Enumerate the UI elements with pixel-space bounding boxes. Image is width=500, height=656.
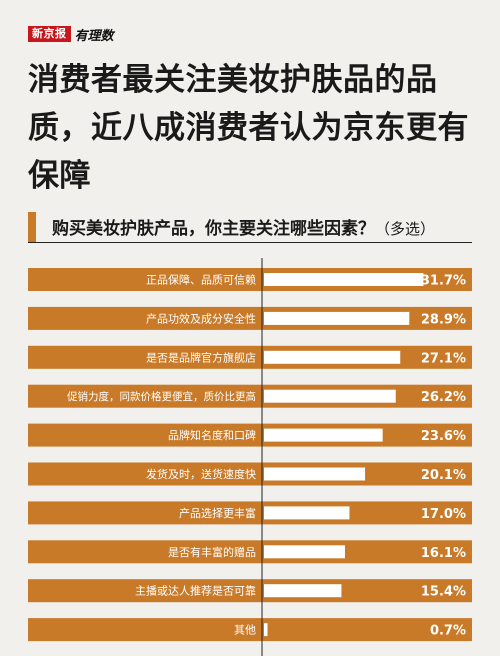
value-bar: [264, 428, 383, 442]
category-label: 其他: [234, 624, 256, 637]
brand-logo: 新京报 有理数: [28, 26, 114, 44]
value-label: 20.1%: [421, 468, 466, 483]
bar-row: 发货及时，送货速度快 20.1%: [28, 462, 472, 486]
bar-band: [28, 501, 472, 525]
chart-question-note: （多选）: [375, 220, 436, 238]
bar-row: 是否有丰富的赠品 16.1%: [28, 540, 472, 564]
brand-name: 新京报: [28, 26, 71, 42]
value-bar: [264, 273, 424, 286]
value-bar: [264, 506, 350, 520]
category-label: 产品功效及成分安全性: [146, 311, 256, 325]
category-label: 产品选择更丰富: [179, 506, 256, 520]
category-label: 是否是品牌官方旗舰店: [146, 350, 256, 364]
bar-row: 其他 0.7%: [28, 618, 472, 642]
category-label: 是否有丰富的赠品: [168, 545, 256, 559]
bar-row: 是否是品牌官方旗舰店 27.1%: [28, 345, 472, 369]
bar-row: 正品保障、品质可信赖 31.7%: [28, 268, 472, 291]
headline: 消费者最关注美妆护肤品的品质，近八成消费者认为京东更有保障: [28, 62, 469, 194]
chart-question: 购买美妆护肤产品，你主要关注哪些因素？（多选）: [52, 214, 435, 239]
value-bar: [264, 467, 366, 481]
value-label: 26.2%: [421, 390, 466, 405]
value-label: 23.6%: [421, 429, 466, 444]
value-bar: [264, 389, 396, 403]
bar-band: [28, 540, 472, 564]
chart-question-text: 购买美妆护肤产品，你主要关注哪些因素？: [52, 219, 375, 239]
value-label: 28.9%: [421, 312, 466, 327]
category-label: 品牌知名度和口碑: [168, 428, 256, 442]
value-label: 15.4%: [421, 585, 466, 600]
category-label: 促销力度，同款价格更便宜，质价比更高: [67, 390, 256, 403]
bar-band: [28, 618, 472, 642]
value-bar: [264, 545, 345, 559]
bar-row: 促销力度，同款价格更便宜，质价比更高 26.2%: [28, 384, 472, 408]
value-label: 16.1%: [421, 546, 466, 561]
bar-row: 产品功效及成分安全性 28.9%: [28, 306, 472, 330]
category-label: 发货及时，送货速度快: [146, 467, 256, 481]
bar-row: 产品选择更丰富 17.0%: [28, 501, 472, 525]
value-label: 27.1%: [421, 351, 466, 366]
value-bar: [264, 623, 268, 637]
value-bar: [264, 584, 342, 598]
brand-column: 有理数: [74, 28, 114, 44]
category-label: 正品保障、品质可信赖: [146, 273, 256, 287]
value-label: 17.0%: [421, 507, 466, 522]
chart-subtitle-bar: 购买美妆护肤产品，你主要关注哪些因素？（多选）: [28, 212, 472, 243]
value-bar: [264, 311, 410, 325]
subtitle-accent: [28, 212, 36, 242]
bar-band: [28, 579, 472, 603]
value-bar: [264, 350, 401, 364]
bar-row: 品牌知名度和口碑 23.6%: [28, 423, 472, 447]
value-label: 0.7%: [430, 624, 466, 639]
category-label: 主播或达人推荐是否可靠: [135, 584, 256, 598]
value-label: 31.7%: [421, 274, 466, 289]
bar-row: 主播或达人推荐是否可靠 15.4%: [28, 579, 472, 603]
